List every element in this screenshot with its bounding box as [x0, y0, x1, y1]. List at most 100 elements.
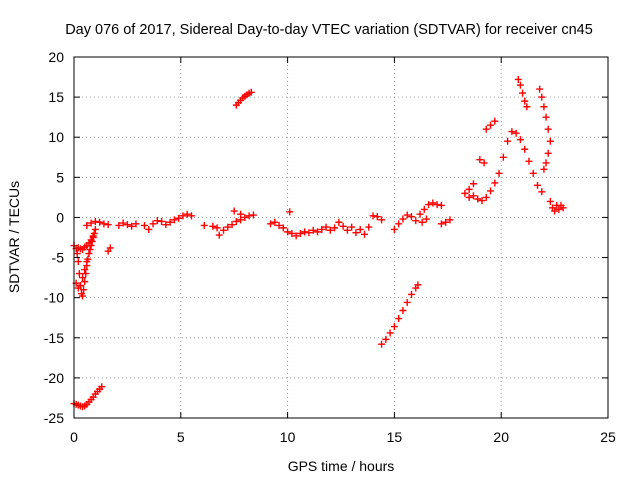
data-point	[228, 221, 236, 229]
data-point	[516, 136, 524, 144]
data-point	[292, 232, 300, 240]
data-point	[331, 224, 339, 232]
data-point	[91, 225, 99, 233]
data-point	[267, 220, 275, 228]
data-point	[249, 211, 257, 219]
data-point	[343, 226, 351, 234]
data-point	[407, 213, 415, 221]
grid	[74, 57, 608, 418]
data-point	[446, 216, 454, 224]
data-point	[83, 221, 91, 229]
data-point	[476, 156, 484, 164]
data-point	[540, 103, 548, 111]
data-point	[378, 216, 386, 224]
data-point	[399, 215, 407, 223]
data-point	[335, 218, 343, 226]
data-point	[91, 217, 99, 225]
data-point	[115, 221, 123, 229]
data-point	[162, 221, 170, 229]
data-point	[296, 229, 304, 237]
data-point	[215, 231, 223, 239]
data-point	[433, 201, 441, 209]
data-point	[123, 221, 131, 229]
data-point	[179, 212, 187, 220]
data-point	[407, 290, 415, 298]
data-point	[220, 226, 228, 234]
x-tick-label: 10	[280, 429, 296, 445]
data-point	[482, 193, 490, 201]
data-point	[487, 121, 495, 129]
data-point	[508, 128, 516, 136]
data-point	[170, 216, 178, 224]
y-tick-label: -10	[44, 290, 64, 306]
data-point	[534, 181, 542, 189]
data-point	[546, 197, 554, 205]
data-point	[390, 323, 398, 331]
data-point	[390, 225, 398, 233]
data-point	[551, 207, 559, 215]
data-point	[326, 226, 334, 234]
data-point	[416, 210, 424, 218]
data-point	[104, 221, 112, 229]
data-point	[183, 210, 191, 218]
data-point	[523, 103, 531, 111]
data-point	[224, 223, 232, 231]
data-point	[348, 223, 356, 231]
data-point	[519, 89, 527, 97]
data-point	[382, 335, 390, 343]
x-axis-label: GPS time / hours	[288, 458, 395, 474]
data-point	[442, 218, 450, 226]
data-point	[386, 329, 394, 337]
y-tick-label: 0	[56, 209, 64, 225]
data-point	[521, 145, 529, 153]
y-tick-label: 20	[48, 49, 64, 65]
data-point	[538, 188, 546, 196]
data-point	[465, 185, 473, 193]
data-point	[98, 383, 106, 391]
data-point	[82, 270, 90, 278]
data-point	[74, 258, 82, 266]
data-point	[241, 213, 249, 221]
data-point	[403, 298, 411, 306]
data-point	[187, 212, 195, 220]
data-point	[271, 218, 279, 226]
data-point	[395, 220, 403, 228]
data-point	[512, 129, 520, 137]
data-point	[81, 266, 89, 274]
data-point	[140, 221, 148, 229]
x-tick-label: 0	[70, 429, 78, 445]
data-point	[352, 229, 360, 237]
data-point	[145, 225, 153, 233]
data-point	[495, 169, 503, 177]
data-point	[542, 159, 550, 167]
data-point	[87, 219, 95, 227]
data-point	[429, 199, 437, 207]
axis-ticks	[73, 56, 609, 419]
y-tick-label: 5	[56, 169, 64, 185]
data-point	[422, 215, 430, 223]
data-point	[279, 224, 287, 232]
y-tick-label: 15	[48, 89, 64, 105]
data-point	[288, 229, 296, 237]
x-tick-label: 5	[177, 429, 185, 445]
data-point	[89, 232, 97, 240]
y-tick-labels: -25 -20 -15 -10 -5 0 5 10 15 20	[44, 49, 64, 426]
data-point	[480, 159, 488, 167]
data-point	[482, 125, 490, 133]
data-point	[538, 93, 546, 101]
data-point	[546, 137, 554, 145]
data-point	[542, 113, 550, 121]
data-point	[360, 230, 368, 238]
data-point	[559, 204, 567, 212]
data-point	[437, 220, 445, 228]
data-point	[437, 201, 445, 209]
data-point	[412, 217, 420, 225]
data-point	[309, 226, 317, 234]
data-point	[403, 211, 411, 219]
data-point	[544, 149, 552, 157]
data-point	[284, 228, 292, 236]
data-point	[96, 218, 104, 226]
data-point	[418, 218, 426, 226]
data-point	[356, 225, 364, 233]
data-point	[119, 219, 127, 227]
